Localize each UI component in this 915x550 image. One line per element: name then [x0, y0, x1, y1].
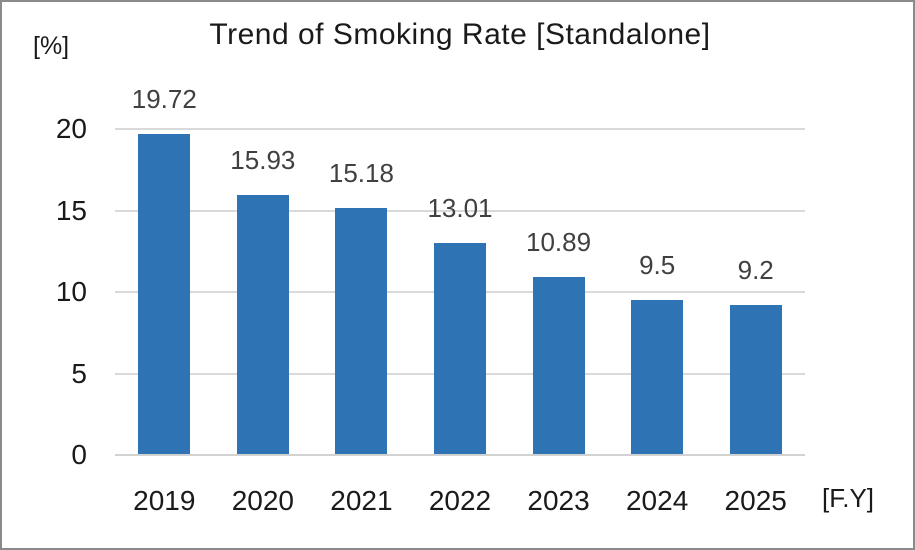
bar-2019 [138, 133, 191, 454]
gridline-20 [115, 128, 805, 130]
bar-2025 [729, 305, 782, 454]
y-tick-label-10: 10 [55, 276, 87, 307]
y-axis-unit-label: [%] [33, 32, 70, 60]
value-label-2020: 15.93 [230, 145, 296, 176]
bar-2023 [532, 277, 585, 454]
value-label-2023: 10.89 [526, 227, 592, 258]
y-tick-label-20: 20 [55, 113, 87, 144]
bar-2024 [631, 300, 684, 454]
x-tick-label-2025: 2025 [724, 485, 787, 516]
value-label-2025: 9.2 [737, 255, 774, 286]
x-tick-label-2021: 2021 [330, 485, 393, 516]
bar-2020 [236, 195, 289, 454]
y-tick-label-5: 5 [71, 357, 87, 389]
value-label-2021: 15.18 [328, 157, 394, 188]
bar-2021 [335, 207, 388, 454]
x-tick-label-2020: 2020 [231, 485, 294, 516]
bar-2022 [434, 242, 486, 454]
gridline-15 [115, 209, 805, 212]
x-axis-unit-label: [F.Y] [822, 483, 875, 513]
chart-title: Trend of Smoking Rate [Standalone] [209, 18, 711, 51]
x-tick-label-2023: 2023 [527, 485, 590, 516]
x-tick-label-2024: 2024 [625, 485, 689, 516]
x-tick-label-2022: 2022 [428, 485, 492, 516]
x-axis-line [115, 454, 805, 456]
value-label-2024: 9.5 [639, 250, 676, 281]
y-tick-label-15: 15 [55, 194, 87, 226]
value-label-2019: 19.72 [131, 83, 197, 114]
x-tick-label-2019: 2019 [133, 485, 196, 516]
value-label-2022: 13.01 [427, 192, 493, 223]
y-tick-label-0: 0 [71, 439, 87, 470]
